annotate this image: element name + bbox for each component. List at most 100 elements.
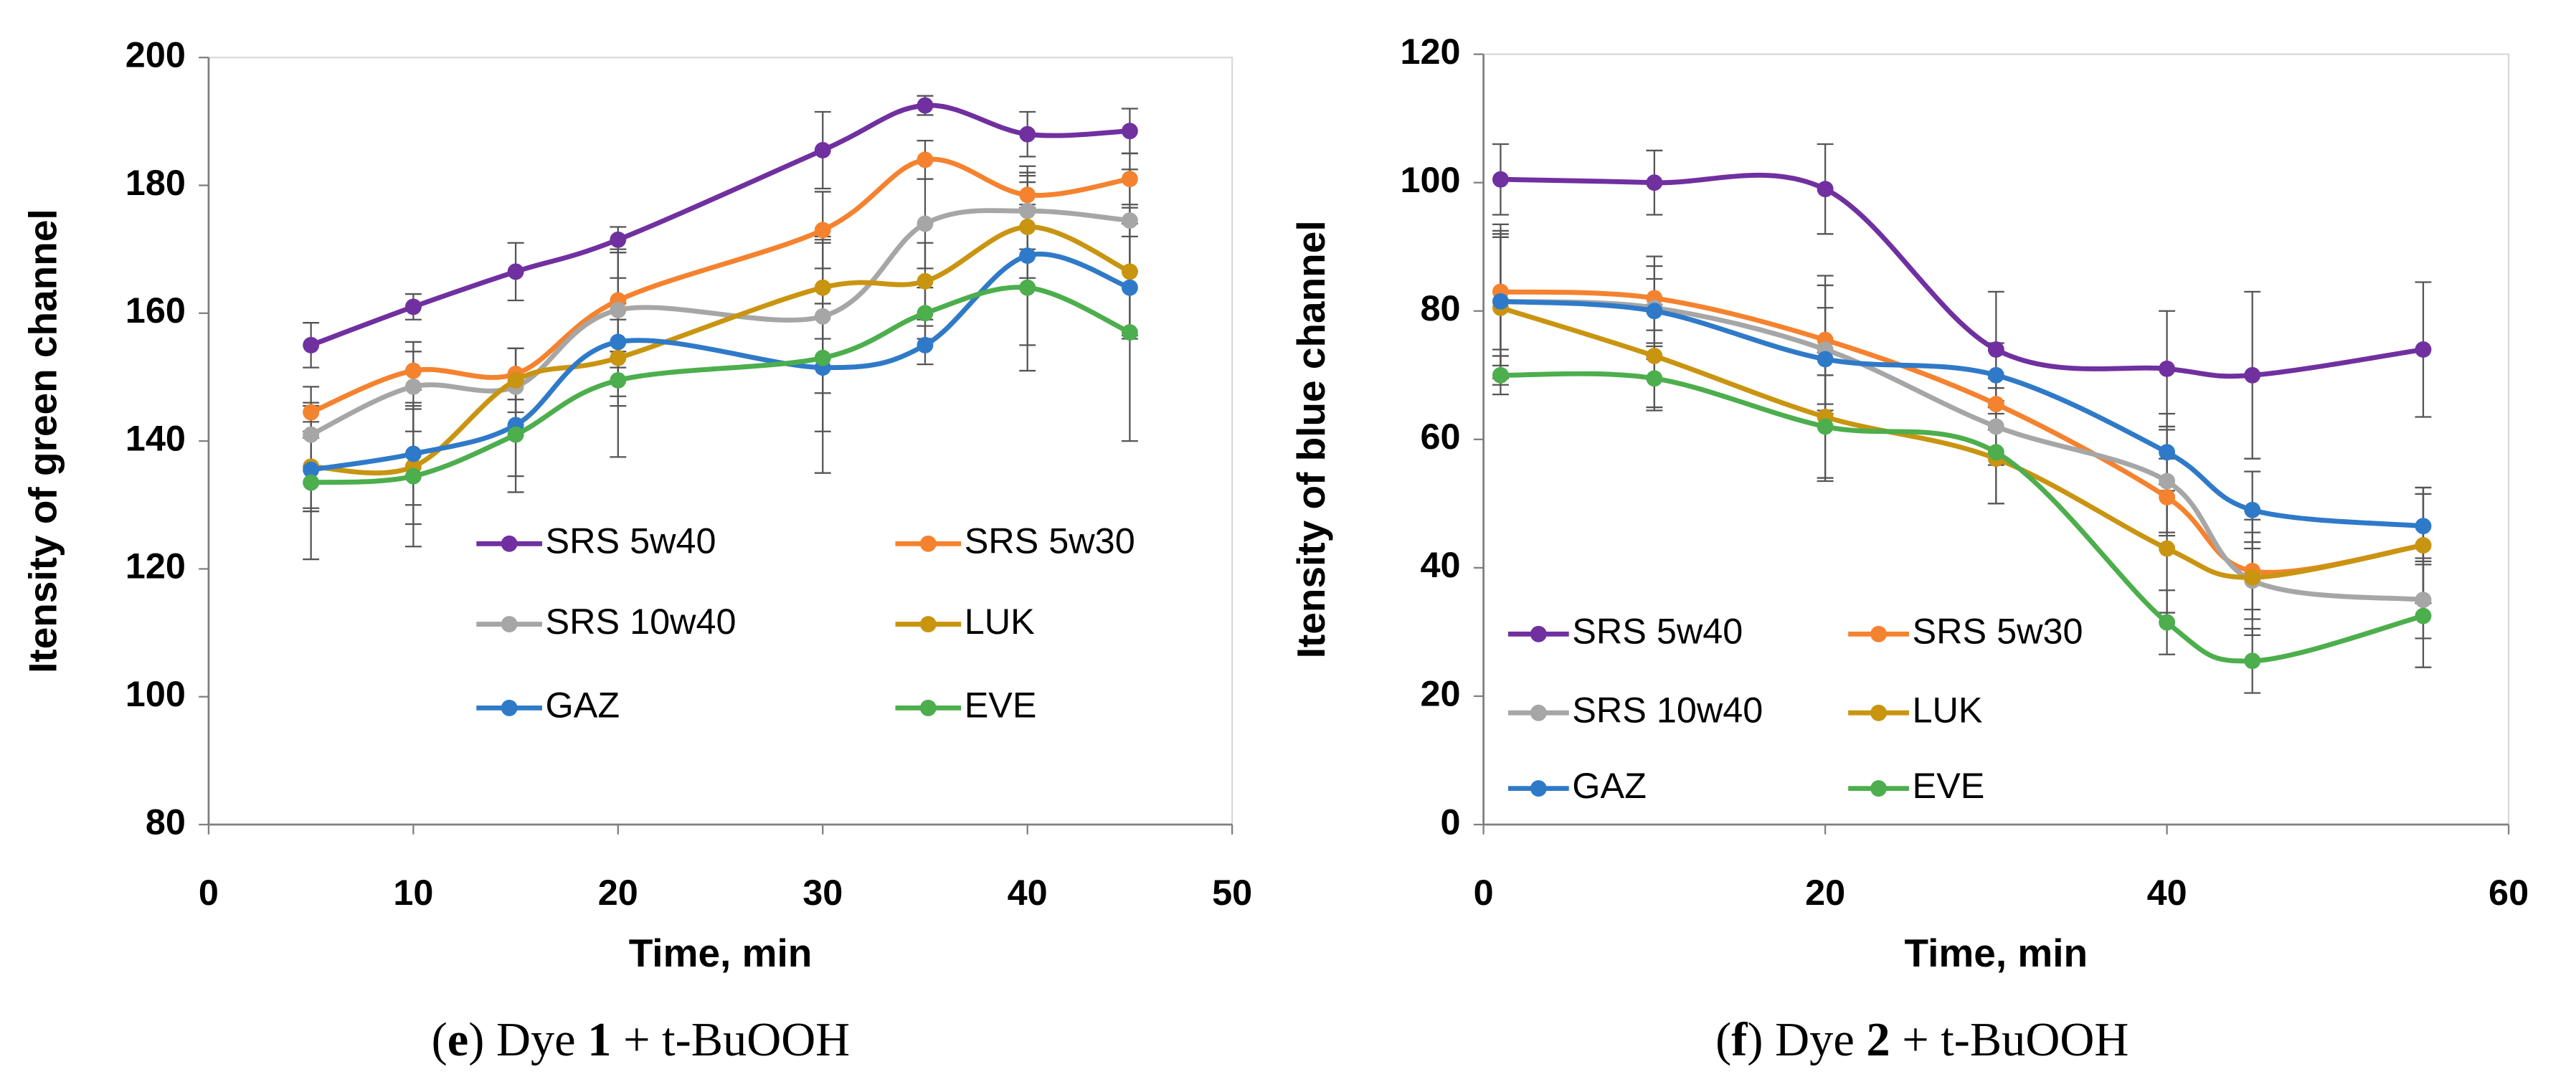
data-point (1121, 123, 1138, 140)
y-tick-label: 120 (126, 546, 186, 587)
data-point (2159, 540, 2176, 557)
legend-label: EVE (1913, 765, 1985, 806)
legend-label: SRS 5w40 (1572, 611, 1743, 652)
data-point (610, 349, 627, 366)
data-point (1019, 219, 1036, 235)
data-point (404, 378, 422, 395)
legend-marker (1870, 780, 1888, 797)
series-line (1500, 305, 2424, 580)
y-tick-label: 20 (1420, 673, 1460, 713)
y-tick-label: 100 (126, 673, 186, 714)
caption-part: + t-BuOOH (1890, 1014, 2129, 1066)
legend-label: GAZ (1572, 765, 1647, 806)
data-point (507, 426, 524, 443)
legend-marker (1530, 780, 1547, 797)
x-tick-label: 20 (1805, 872, 1845, 913)
legend-label: SRS 5w40 (546, 521, 716, 561)
data-point (1646, 174, 1663, 191)
y-tick-label: 100 (1400, 159, 1460, 200)
data-point (507, 263, 524, 280)
data-point (610, 371, 627, 389)
data-point (1019, 186, 1036, 204)
data-point (610, 333, 627, 351)
legend-label: EVE (965, 685, 1037, 726)
data-point (1987, 418, 2004, 435)
data-point (303, 336, 320, 353)
x-tick-label: 60 (2489, 872, 2529, 913)
data-point (2244, 569, 2261, 586)
legend-label: SRS 5w30 (965, 521, 1135, 561)
data-point (814, 279, 831, 296)
x-axis-title: Time, min (1905, 931, 2088, 975)
series-line (311, 285, 1131, 485)
data-point (2244, 501, 2261, 518)
data-point (303, 426, 320, 443)
data-point (2415, 592, 2432, 609)
caption-part: ) Dye (1747, 1014, 1866, 1066)
y-tick-label: 160 (126, 290, 186, 331)
caption-part: ( (1715, 1014, 1731, 1066)
data-point (2415, 537, 2432, 554)
x-tick-label: 10 (393, 872, 433, 913)
data-point (404, 362, 422, 379)
legend-marker (501, 616, 518, 632)
legend-label: LUK (1913, 690, 1983, 731)
series-line (311, 252, 1131, 473)
y-tick-label: 40 (1420, 544, 1460, 585)
data-point (2415, 341, 2432, 358)
data-point (917, 215, 934, 232)
data-point (814, 222, 831, 239)
caption-part: 1 (587, 1014, 611, 1066)
data-point (1646, 303, 1663, 320)
data-point (1646, 370, 1663, 387)
data-point (1987, 366, 2004, 384)
caption-part: 2 (1866, 1014, 1890, 1066)
series-line (310, 208, 1130, 437)
data-point (2244, 366, 2261, 384)
data-point (610, 231, 627, 248)
data-point (610, 301, 627, 318)
series-line (1500, 172, 2424, 379)
data-point (814, 308, 831, 325)
data-point (1492, 171, 1509, 188)
legend-marker (919, 699, 937, 716)
legend-marker (919, 616, 937, 632)
x-tick-label: 0 (199, 872, 219, 913)
data-point (404, 445, 422, 462)
series-line (310, 103, 1130, 348)
legend-marker (919, 535, 937, 552)
y-tick-label: 120 (1400, 31, 1460, 72)
legend-marker (501, 535, 518, 552)
plot-frame (207, 57, 1233, 826)
data-point (1817, 351, 1834, 368)
y-axis-title: Itensity of blue channel (1289, 220, 1333, 658)
data-point (1817, 418, 1834, 435)
data-point (1019, 247, 1036, 265)
data-point (2415, 607, 2432, 625)
data-point (1817, 181, 1834, 198)
legend-marker (1870, 704, 1888, 721)
data-point (1121, 279, 1138, 296)
legend-marker (1870, 625, 1888, 642)
data-point (1121, 263, 1138, 280)
data-point (1019, 202, 1036, 219)
data-point (2415, 518, 2432, 535)
x-tick-label: 30 (802, 872, 843, 913)
x-tick-label: 20 (598, 872, 638, 913)
data-point (1646, 347, 1663, 364)
data-point (1492, 366, 1509, 384)
legend-label: LUK (965, 601, 1035, 642)
data-point (1121, 324, 1138, 341)
legend-marker (1530, 704, 1547, 721)
legend-label: GAZ (546, 685, 620, 726)
data-point (2159, 614, 2176, 631)
y-tick-label: 80 (146, 801, 186, 842)
data-point (303, 461, 320, 478)
data-point (814, 349, 831, 366)
caption-part: + t-BuOOH (611, 1014, 850, 1066)
data-point (404, 467, 422, 485)
legend-label: SRS 10w40 (1572, 690, 1763, 731)
data-point (404, 298, 422, 315)
